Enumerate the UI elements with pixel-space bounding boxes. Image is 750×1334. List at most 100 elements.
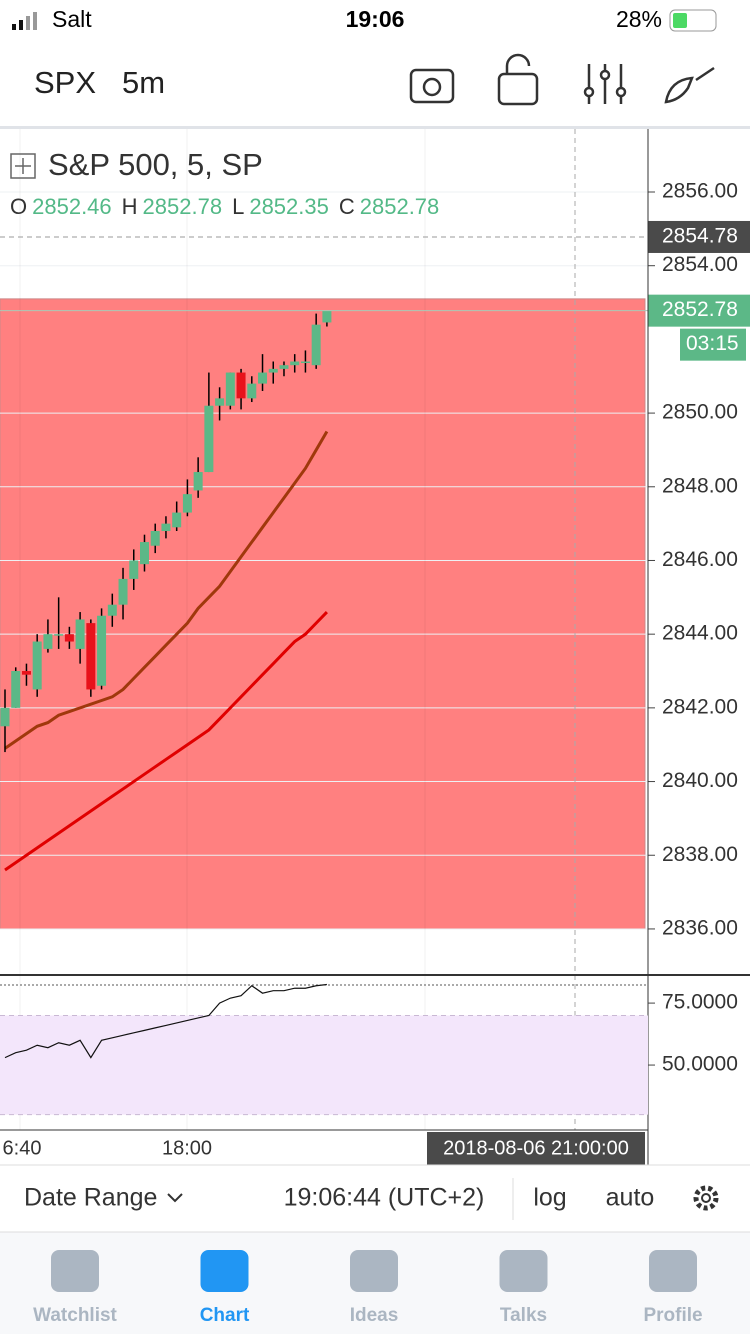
candle-body xyxy=(268,368,278,373)
gear-icon[interactable] xyxy=(693,1185,719,1211)
tab-label[interactable]: Ideas xyxy=(350,1305,399,1326)
countdown-box xyxy=(680,328,746,361)
last-price: 2852.78 xyxy=(662,298,738,321)
signal xyxy=(26,16,30,30)
candle-body xyxy=(247,383,257,399)
moving-average xyxy=(4,611,328,872)
tab-bar: Watchlist Chart Ideas Talks Profile xyxy=(0,1231,750,1334)
candle-body xyxy=(182,494,192,513)
ohlc-value: 2852.46 xyxy=(32,194,112,219)
y-tick-label: 2848.00 xyxy=(662,474,738,497)
candle-body xyxy=(43,634,53,649)
ohlc-value: 2852.35 xyxy=(249,194,329,219)
ohlc-key: O xyxy=(10,194,27,219)
candle-body xyxy=(225,372,235,406)
toolbar: Date Range 19:06:44 (UTC+2) log auto xyxy=(0,1164,750,1232)
chart-title: S&P 500, 5, SP xyxy=(48,147,263,182)
y-tick-label: 2842.00 xyxy=(662,695,738,718)
candle-body xyxy=(290,361,300,366)
signal xyxy=(33,12,37,30)
countdown: 03:15 xyxy=(686,332,739,355)
x-tick-label: 18:00 xyxy=(162,1137,212,1159)
candle-body xyxy=(279,365,289,369)
candle-body xyxy=(11,671,21,708)
ohlc-value: 2852.78 xyxy=(143,194,223,219)
carrier: Salt xyxy=(52,6,92,32)
x-tick-label: 6:40 xyxy=(3,1137,42,1159)
rsi-tick-label: 50.0000 xyxy=(662,1053,738,1076)
ohlc-value: 2852.78 xyxy=(360,194,440,219)
rsi-line xyxy=(4,983,327,1059)
moving-average xyxy=(4,430,329,750)
candle-body xyxy=(21,671,31,675)
candle-body xyxy=(129,560,139,579)
y-tick-label: 2846.00 xyxy=(662,548,738,571)
ohlc-key: C xyxy=(339,194,355,219)
candle-body xyxy=(300,361,310,364)
crosshair-price-box xyxy=(648,220,750,253)
candle-body xyxy=(97,615,107,686)
candle-body xyxy=(236,372,246,399)
candle-body xyxy=(54,634,64,636)
crosshair-time: 2018-08-06 21:00:00 xyxy=(443,1137,629,1159)
candle-body xyxy=(322,310,332,323)
tab-icon xyxy=(200,1250,249,1292)
ohlc-key: H xyxy=(122,194,138,219)
settings-icon[interactable] xyxy=(583,64,627,104)
candle-body xyxy=(75,619,85,649)
draw-icon[interactable] xyxy=(664,66,715,104)
candle-body xyxy=(311,324,321,366)
last-price-box xyxy=(648,294,750,327)
battery xyxy=(669,9,717,32)
candle-body xyxy=(86,623,96,690)
y-tick-label: 2850.00 xyxy=(662,401,738,424)
tab-icon xyxy=(649,1250,697,1292)
header: SPX 5m xyxy=(0,53,750,129)
signal xyxy=(19,20,23,30)
rsi-tick-label: 75.0000 xyxy=(662,991,738,1014)
candle-body xyxy=(64,634,74,642)
signal xyxy=(12,24,16,30)
price-zone xyxy=(0,298,646,930)
candle-body xyxy=(204,405,214,473)
gear-hub xyxy=(701,1193,711,1203)
candle-body xyxy=(32,641,42,690)
tab-label[interactable]: Watchlist xyxy=(33,1305,117,1326)
date-range[interactable]: Date Range xyxy=(24,1184,157,1212)
expand-plus xyxy=(15,158,31,174)
candle-body xyxy=(161,523,171,531)
symbol[interactable]: SPX xyxy=(34,65,96,100)
rsi-band xyxy=(0,1015,648,1115)
tab-icon xyxy=(499,1250,548,1292)
camera-lens xyxy=(422,77,442,97)
ohlc-legend: O 2852.46 H 2852.78 L 2852.35 C 2852.78 xyxy=(10,194,439,219)
camera-icon[interactable] xyxy=(409,68,455,104)
y-tick-label: 2854.00 xyxy=(662,253,738,276)
clock: 19:06 xyxy=(346,6,405,32)
header-shadow xyxy=(0,126,750,129)
log-toggle[interactable]: log xyxy=(533,1184,566,1212)
tab-icon xyxy=(51,1250,99,1292)
candle-body xyxy=(193,472,203,491)
y-tick-label: 2856.00 xyxy=(662,180,738,203)
y-tick-label: 2838.00 xyxy=(662,843,738,866)
auto-toggle[interactable]: auto xyxy=(606,1184,655,1212)
y-tick-label: 2840.00 xyxy=(662,769,738,792)
chevron xyxy=(167,1193,183,1203)
candle-body xyxy=(118,578,128,605)
candle-body xyxy=(107,604,117,616)
expand-icon[interactable] xyxy=(10,153,36,179)
candle-body xyxy=(215,398,225,406)
crosshair-price: 2854.78 xyxy=(662,225,738,248)
chart: 2836.00 2838.00 2840.00 2842.00 2844.00 2846.… xyxy=(0,129,750,1165)
tab-label[interactable]: Talks xyxy=(500,1305,547,1326)
lock-shackle xyxy=(505,53,531,74)
tab-label[interactable]: Chart xyxy=(200,1305,250,1326)
tab-label[interactable]: Profile xyxy=(643,1305,702,1326)
interval[interactable]: 5m xyxy=(122,65,165,100)
lock-icon[interactable] xyxy=(497,72,539,106)
status-bar: Salt 19:06 28% xyxy=(12,6,717,32)
ohlc-key: L xyxy=(232,194,244,219)
candle-body xyxy=(172,512,182,528)
